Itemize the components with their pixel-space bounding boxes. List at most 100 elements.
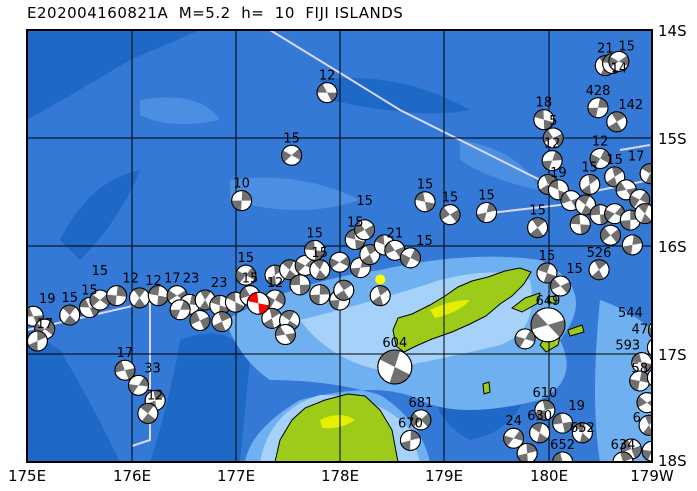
mechanism-outline (527, 217, 549, 239)
mechanism-outline (569, 213, 591, 235)
mechanism-compression (63, 315, 77, 326)
y-tick-label: 18S (658, 452, 687, 470)
mechanism-compression (618, 55, 629, 66)
mechanism-compression (148, 285, 160, 296)
mechanism-compression (389, 366, 411, 384)
mechanism-compression (525, 330, 536, 342)
mechanism-outline (608, 50, 630, 72)
mechanism-outline (27, 305, 44, 327)
mechanism-compression (329, 300, 340, 310)
mechanism-compression (588, 107, 599, 118)
mechanism-outline (114, 359, 136, 381)
mechanism-compression (543, 129, 554, 143)
depth-label: 15 (81, 284, 98, 299)
mechanism-compression (314, 250, 325, 261)
mechanism-compression (531, 217, 546, 228)
focal-mechanism (656, 426, 676, 446)
depth-label: 15 (242, 272, 259, 287)
mechanism-outline (476, 202, 498, 224)
mechanism-compression (304, 240, 315, 251)
depth-label: 15 (306, 226, 323, 241)
depth-label: 652 (550, 438, 575, 453)
depth-label: 593 (615, 339, 640, 354)
mechanism-compression (269, 308, 281, 319)
depth-label: 652 (570, 421, 595, 436)
depth-label: 681 (408, 396, 433, 411)
mechanism-compression (235, 270, 246, 284)
mechanism-compression (629, 195, 640, 208)
mechanism-compression (379, 349, 401, 367)
mechanism-compression (591, 269, 604, 280)
mechanism-compression (210, 295, 221, 306)
mechanism-compression (28, 341, 38, 352)
mechanism-compression (574, 422, 586, 433)
depth-label: 18 (536, 96, 553, 111)
mechanism-compression (552, 452, 563, 462)
mechanism-compression (600, 227, 611, 242)
x-tick-label: 179W (630, 467, 674, 485)
focal-mechanism (377, 349, 413, 385)
mechanism-compression (410, 430, 421, 441)
mechanism-compression (170, 309, 181, 319)
x-tick-label: 176E (113, 467, 151, 485)
depth-label: 23 (183, 272, 200, 287)
focal-mechanism (399, 429, 421, 451)
mechanism-compression (239, 287, 250, 299)
depth-label: 15 (283, 131, 300, 146)
mechanism-compression (570, 214, 581, 225)
mechanism-outline (169, 299, 191, 321)
mechanism-compression (610, 228, 621, 243)
mechanism-outline (289, 274, 311, 296)
mechanism-compression (133, 287, 146, 298)
mechanism-compression (44, 321, 55, 336)
mechanism-outline (414, 191, 436, 213)
focal-mechanism (414, 191, 436, 213)
y-tick-label: 15S (658, 130, 687, 148)
mechanism-outline (604, 166, 626, 188)
focal-mechanism (653, 407, 673, 427)
mechanism-outline (634, 203, 652, 225)
mechanism-outline (59, 304, 81, 326)
mechanism-compression (420, 412, 431, 428)
mechanism-compression (327, 92, 338, 102)
y-tick-label: 17S (658, 346, 687, 364)
mechanism-compression (355, 239, 365, 250)
focal-mechanism (194, 289, 216, 311)
depth-label: 6 (633, 411, 641, 426)
depth-label: 14 (611, 61, 628, 76)
mid-water (140, 97, 540, 210)
focal-mechanism (571, 422, 593, 444)
depth-label: 12 (592, 135, 609, 150)
depth-label: 428 (586, 84, 611, 99)
mechanism-compression (335, 290, 350, 301)
mechanism-compression (274, 291, 285, 306)
mechanism-compression (247, 292, 259, 304)
focal-mechanism (636, 392, 652, 414)
mechanism-outline (552, 412, 574, 434)
focal-mechanism (281, 144, 303, 166)
mechanism-compression (549, 179, 559, 190)
mechanism-compression (300, 284, 311, 295)
mechanism-compression (543, 174, 557, 185)
depth-label: 24 (505, 414, 522, 429)
mechanism-compression (116, 285, 127, 297)
mechanism-compression (548, 320, 566, 338)
mechanism-compression (631, 353, 642, 363)
mechanism-compression (410, 412, 421, 427)
mechanism-compression (157, 295, 169, 306)
mechanism-compression (611, 111, 626, 122)
mechanism-outline (137, 402, 159, 424)
mechanism-compression (646, 399, 652, 407)
mechanism-compression (543, 119, 554, 130)
focal-mechanism (604, 203, 626, 225)
mechanism-compression (581, 184, 592, 195)
mechanism-compression (526, 443, 537, 454)
focal-mechanism (542, 127, 564, 149)
mechanism-outline (534, 399, 556, 421)
depth-label: 670 (398, 416, 423, 431)
mechanism-compression (319, 284, 330, 295)
mechanism-compression (291, 148, 302, 161)
mechanism-compression (290, 274, 301, 286)
